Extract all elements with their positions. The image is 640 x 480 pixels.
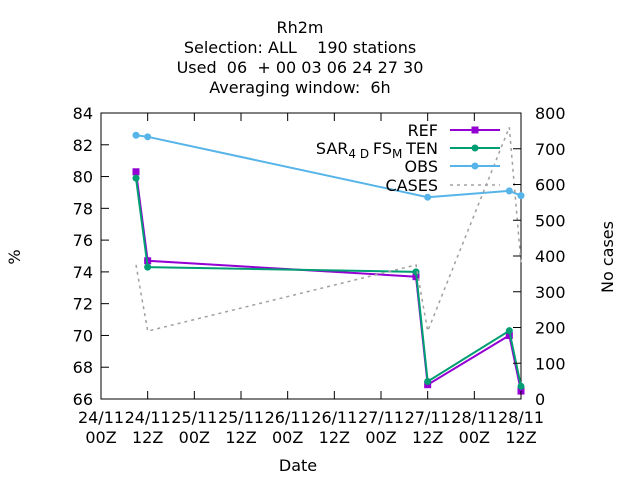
series-ref bbox=[132, 168, 525, 395]
y-tick-label: 82 bbox=[73, 136, 93, 155]
legend-swatch-marker bbox=[471, 126, 479, 134]
y2-tick-label: 700 bbox=[535, 140, 566, 159]
legend-label: SAR4 D FSM TEN bbox=[316, 139, 438, 161]
data-point bbox=[132, 168, 140, 176]
series-line bbox=[135, 127, 522, 334]
data-point bbox=[505, 187, 513, 195]
x-tick-label-day: 25/11 bbox=[171, 408, 217, 427]
series-line bbox=[135, 177, 522, 387]
x-tick-label-day: 24/11 bbox=[78, 408, 124, 427]
chart-title-block: Rh2m Selection: ALL 190 stations Used 06… bbox=[0, 18, 600, 98]
y-tick-label: 80 bbox=[73, 168, 93, 187]
y2-tick-label: 300 bbox=[535, 283, 566, 302]
legend-label: REF bbox=[408, 121, 438, 140]
x-tick-label-hour: 00Z bbox=[272, 428, 303, 447]
chart-subtitle-selection: Selection: ALL 190 stations bbox=[183, 38, 417, 57]
series-cases bbox=[135, 127, 522, 334]
y2-tick-label: 0 bbox=[535, 390, 545, 409]
x-tick-label-hour: 00Z bbox=[85, 428, 116, 447]
y2-tick-label: 600 bbox=[535, 176, 566, 195]
y2-tick-label: 100 bbox=[535, 354, 566, 373]
data-point bbox=[517, 382, 525, 390]
legend-item: SAR4 D FSM TEN bbox=[316, 139, 500, 161]
y-tick-label: 66 bbox=[73, 390, 93, 409]
data-point bbox=[144, 133, 152, 141]
x-tick-label-hour: 12Z bbox=[225, 428, 256, 447]
x-tick-label-hour: 12Z bbox=[319, 428, 350, 447]
legend-label: CASES bbox=[385, 176, 438, 195]
legend-label-part: M bbox=[392, 147, 406, 161]
x-tick-label-hour: 12Z bbox=[412, 428, 443, 447]
y-tick-label: 84 bbox=[73, 104, 93, 123]
legend-label-part: SAR bbox=[316, 139, 349, 158]
data-point bbox=[132, 174, 140, 182]
y2-tick-label: 800 bbox=[535, 104, 566, 123]
x-tick-label-day: 28/11 bbox=[498, 408, 544, 427]
x-tick-label-day: 27/11 bbox=[358, 408, 404, 427]
x-axis-label: Date bbox=[279, 456, 317, 475]
series-obs bbox=[132, 131, 525, 201]
series-sar-4d-fs-m-ten bbox=[132, 174, 525, 390]
y-axis-label: % bbox=[5, 249, 24, 264]
legend-label: OBS bbox=[405, 157, 438, 176]
y-tick-label: 70 bbox=[73, 326, 93, 345]
legend-item: OBS bbox=[405, 157, 500, 176]
y2-tick-label: 400 bbox=[535, 247, 566, 266]
y-tick-label: 74 bbox=[73, 263, 93, 282]
x-tick-label-day: 26/11 bbox=[265, 408, 311, 427]
y-tick-label: 78 bbox=[73, 199, 93, 218]
legend-label-part: FS bbox=[373, 139, 392, 158]
x-tick-label-hour: 12Z bbox=[505, 428, 536, 447]
legend-swatch-marker bbox=[471, 144, 479, 152]
data-point bbox=[144, 263, 152, 271]
data-point bbox=[517, 192, 525, 200]
x-tick-label-hour: 12Z bbox=[132, 428, 163, 447]
x-tick-label-day: 28/11 bbox=[451, 408, 497, 427]
chart-subtitle-window: Averaging window: 6h bbox=[209, 78, 391, 97]
data-point bbox=[412, 268, 420, 276]
y-tick-label: 76 bbox=[73, 231, 93, 250]
y2-tick-label: 500 bbox=[535, 211, 566, 230]
x-tick-label-day: 27/11 bbox=[405, 408, 451, 427]
y2-axis-label: No cases bbox=[598, 221, 617, 293]
y-tick-label: 68 bbox=[73, 358, 93, 377]
legend-item: CASES bbox=[385, 176, 500, 195]
x-tick-label-hour: 00Z bbox=[365, 428, 396, 447]
data-point bbox=[132, 131, 140, 139]
data-point bbox=[424, 193, 432, 201]
legend-item: REF bbox=[408, 121, 500, 140]
data-point bbox=[424, 378, 432, 386]
legend-label-part: 4 D bbox=[348, 147, 373, 161]
legend-label-part: TEN bbox=[405, 139, 438, 158]
chart-title: Rh2m bbox=[276, 18, 324, 37]
x-tick-label-day: 25/11 bbox=[218, 408, 264, 427]
y-tick-label: 72 bbox=[73, 295, 93, 314]
chart-subtitle-used: Used 06 + 00 03 06 24 27 30 bbox=[176, 58, 424, 77]
axis-layer: 66 68 70 72 74 76 78 80 82 84 0 100 200 300 400 500 600 7… bbox=[73, 104, 566, 447]
legend-swatch-marker bbox=[471, 162, 479, 170]
x-tick-label-hour: 00Z bbox=[179, 428, 210, 447]
x-tick-label-day: 24/11 bbox=[125, 408, 171, 427]
y2-tick-label: 200 bbox=[535, 319, 566, 338]
series-layer bbox=[132, 127, 525, 395]
x-tick-label-hour: 00Z bbox=[459, 428, 490, 447]
x-tick-label-day: 26/11 bbox=[311, 408, 357, 427]
data-point bbox=[505, 327, 513, 335]
